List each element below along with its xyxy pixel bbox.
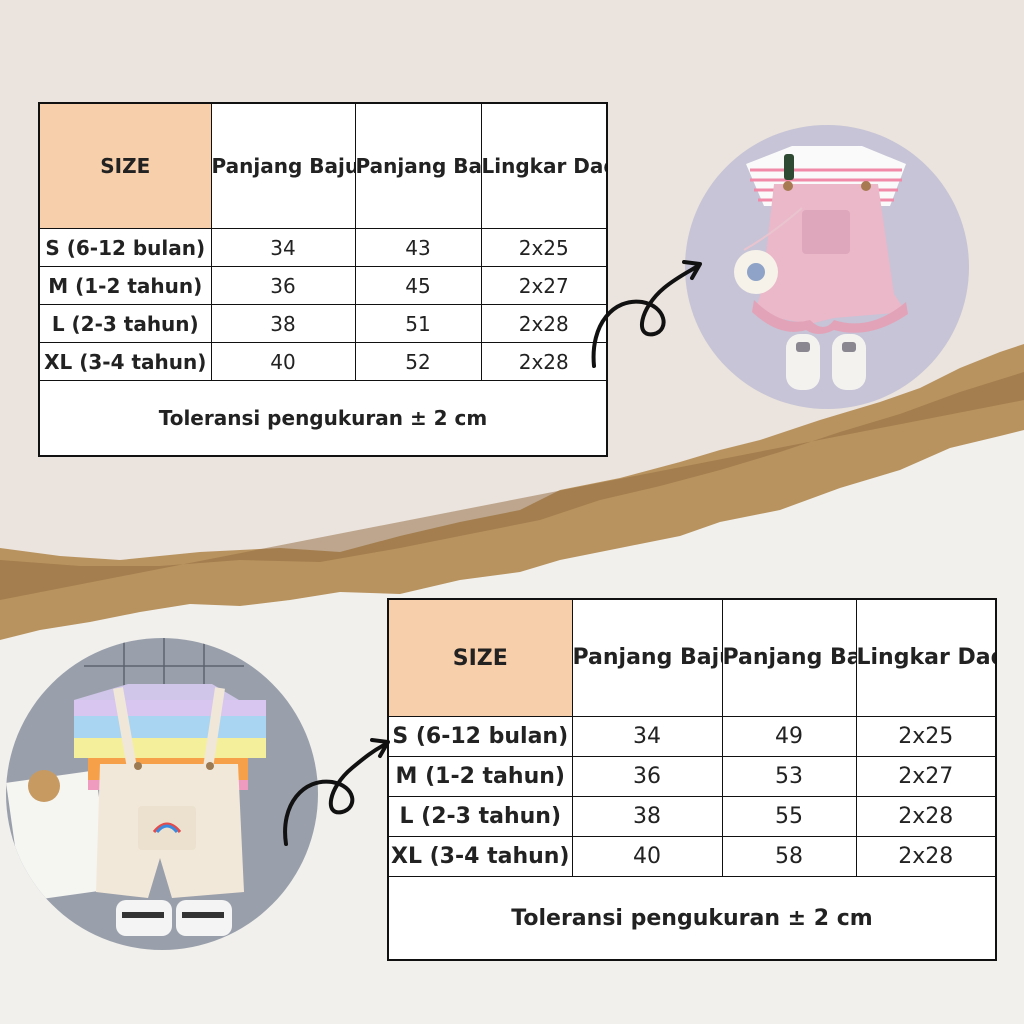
ld-header: Lingkar Dada (LD) — [855, 598, 997, 717]
tolerance-note: Toleransi pengukuran ± 2 cm — [387, 876, 997, 961]
pb2-header: Panjang Baju Luar (PB2) — [721, 598, 857, 717]
table-header-row: SIZE Panjang Baju Dalam (PB) Panjang Baj… — [38, 102, 608, 229]
size-table-pink-outfit: SIZE Panjang Baju Dalam (PB) Panjang Baj… — [38, 102, 608, 457]
pb-value: 40 — [571, 836, 723, 877]
pb2-value: 43 — [354, 228, 482, 267]
size-label: S (6-12 bulan) — [387, 716, 573, 757]
ld-value: 2x28 — [480, 304, 608, 343]
tolerance-note: Toleransi pengukuran ± 2 cm — [38, 380, 608, 457]
ld-value: 2x27 — [480, 266, 608, 305]
size-label: L (2-3 tahun) — [38, 304, 212, 343]
curly-arrow-icon — [283, 738, 390, 846]
size-label: S (6-12 bulan) — [38, 228, 212, 267]
table-row: S (6-12 bulan) 34 43 2x25 — [38, 228, 608, 267]
ld-value: 2x27 — [855, 756, 997, 797]
table-row: M (1-2 tahun) 36 45 2x27 — [38, 266, 608, 305]
rainbow-overall-outfit-photo — [6, 638, 318, 950]
size-label: L (2-3 tahun) — [387, 796, 573, 837]
tolerance-row: Toleransi pengukuran ± 2 cm — [38, 380, 608, 457]
ld-value: 2x25 — [855, 716, 997, 757]
pb2-value: 58 — [721, 836, 857, 877]
ld-value: 2x28 — [855, 796, 997, 837]
pb-header: Panjang Baju Dalam (PB) — [571, 598, 723, 717]
ld-header: Lingkar Dada (LD) — [480, 102, 608, 229]
pb2-value: 45 — [354, 266, 482, 305]
pb-value: 36 — [571, 756, 723, 797]
pb2-value: 53 — [721, 756, 857, 797]
size-label: M (1-2 tahun) — [387, 756, 573, 797]
tolerance-row: Toleransi pengukuran ± 2 cm — [387, 876, 997, 961]
curly-arrow-icon — [591, 260, 702, 368]
size-label: XL (3-4 tahun) — [38, 342, 212, 381]
pb2-value: 49 — [721, 716, 857, 757]
torn-paper-dark-edge — [0, 372, 1024, 600]
table-header-row: SIZE Panjang Baju Dalam (PB) Panjang Baj… — [387, 598, 997, 717]
size-label: M (1-2 tahun) — [38, 266, 212, 305]
pb-header: Panjang Baju Dalam (PB) — [210, 102, 356, 229]
pb-value: 34 — [210, 228, 356, 267]
ld-value: 2x28 — [855, 836, 997, 877]
ld-value: 2x28 — [480, 342, 608, 381]
pb-value: 38 — [571, 796, 723, 837]
table-row: M (1-2 tahun) 36 53 2x27 — [387, 756, 997, 797]
pb-value: 40 — [210, 342, 356, 381]
pb2-value: 51 — [354, 304, 482, 343]
size-header: SIZE — [387, 598, 573, 717]
table-row: S (6-12 bulan) 34 49 2x25 — [387, 716, 997, 757]
pb-value: 36 — [210, 266, 356, 305]
table-row: XL (3-4 tahun) 40 58 2x28 — [387, 836, 997, 877]
pb2-header: Panjang Baju Luar (PB2) — [354, 102, 482, 229]
size-header: SIZE — [38, 102, 212, 229]
pb-value: 34 — [571, 716, 723, 757]
table-row: L (2-3 tahun) 38 55 2x28 — [387, 796, 997, 837]
pb-value: 38 — [210, 304, 356, 343]
table-row: L (2-3 tahun) 38 51 2x28 — [38, 304, 608, 343]
pb2-value: 52 — [354, 342, 482, 381]
pb2-value: 55 — [721, 796, 857, 837]
size-table-rainbow-outfit: SIZE Panjang Baju Dalam (PB) Panjang Baj… — [387, 598, 997, 961]
ld-value: 2x25 — [480, 228, 608, 267]
pink-overall-outfit-photo — [685, 125, 969, 409]
size-label: XL (3-4 tahun) — [387, 836, 573, 877]
table-row: XL (3-4 tahun) 40 52 2x28 — [38, 342, 608, 381]
